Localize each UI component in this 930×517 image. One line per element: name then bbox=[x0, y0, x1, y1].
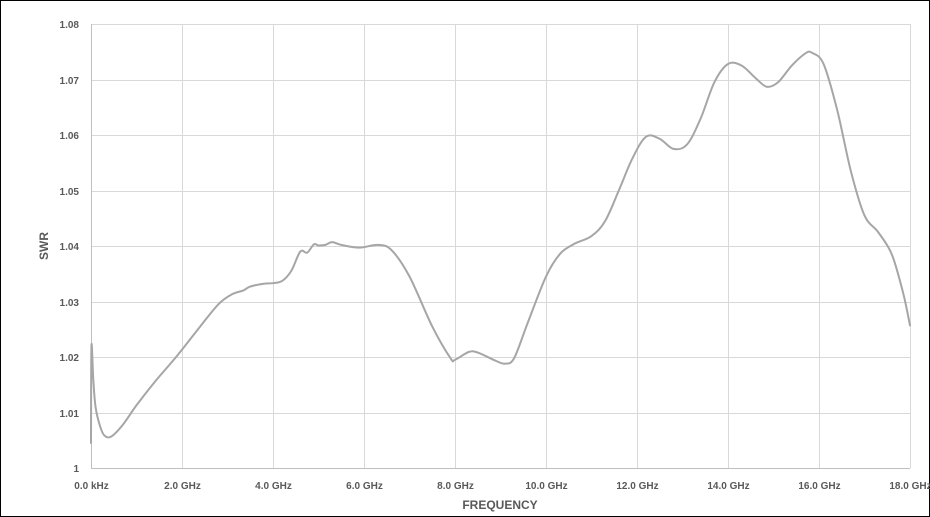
x-tick-label: 14.0 GHz bbox=[707, 481, 749, 492]
x-tick-label: 16.0 GHz bbox=[798, 481, 840, 492]
x-tick-label: 12.0 GHz bbox=[616, 481, 658, 492]
y-tick-label: 1.06 bbox=[60, 131, 80, 142]
y-tick-label: 1.05 bbox=[60, 187, 80, 198]
y-tick-label: 1.02 bbox=[60, 353, 80, 364]
y-tick-label: 1 bbox=[73, 464, 79, 475]
x-tick-label: 4.0 GHz bbox=[255, 481, 292, 492]
x-tick-label: 6.0 GHz bbox=[346, 481, 383, 492]
y-tick-label: 1.08 bbox=[60, 20, 80, 31]
y-tick-label: 1.04 bbox=[60, 242, 80, 253]
x-tick-label: 10.0 GHz bbox=[525, 481, 567, 492]
x-tick-label: 8.0 GHz bbox=[437, 481, 474, 492]
grid-lines bbox=[91, 24, 911, 468]
x-tick-label: 0.0 kHz bbox=[74, 481, 108, 492]
y-axis-title: SWR bbox=[37, 232, 51, 260]
swr-series-line bbox=[90, 50, 911, 445]
y-tick-label: 1.03 bbox=[60, 298, 80, 309]
x-tick-label: 2.0 GHz bbox=[164, 481, 201, 492]
series-layer bbox=[90, 50, 911, 445]
x-tick-label: 18.0 GHz bbox=[889, 481, 930, 492]
y-tick-label: 1.01 bbox=[60, 409, 80, 420]
x-axis-title: FREQUENCY bbox=[462, 498, 537, 512]
tick-labels: 1 1.01 1.02 1.03 1.04 1.05 1.06 1.07 1.08 0.0 kHz… bbox=[60, 20, 930, 492]
y-tick-label: 1.07 bbox=[60, 76, 80, 87]
